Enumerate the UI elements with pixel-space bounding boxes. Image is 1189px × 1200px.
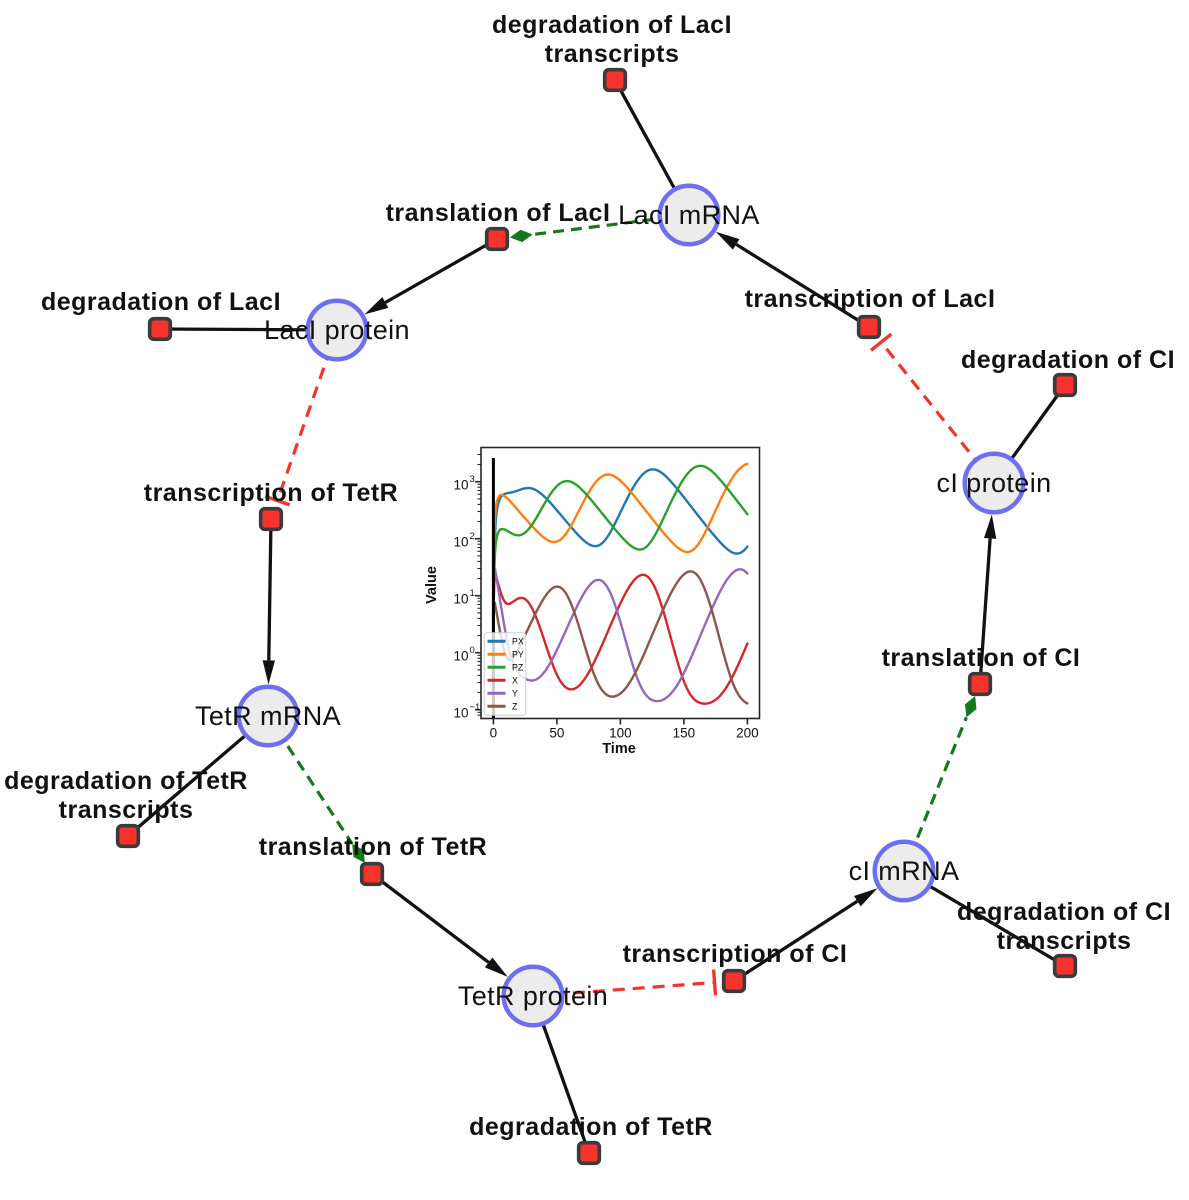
svg-text:0: 0	[490, 725, 498, 740]
svg-text:LacI protein: LacI protein	[264, 315, 410, 345]
svg-text:transcripts: transcripts	[997, 927, 1132, 955]
svg-text:PY: PY	[512, 649, 524, 659]
svg-text:10: 10	[453, 592, 468, 607]
svg-text:Value: Value	[424, 566, 440, 604]
svg-text:150: 150	[673, 725, 696, 740]
svg-text:1: 1	[470, 588, 475, 599]
svg-text:100: 100	[609, 725, 632, 740]
svg-text:Z: Z	[512, 701, 518, 711]
svg-text:degradation of LacI: degradation of LacI	[41, 288, 281, 316]
svg-text:Y: Y	[512, 688, 518, 698]
svg-text:2: 2	[470, 531, 475, 542]
svg-text:PX: PX	[512, 636, 524, 646]
svg-text:10: 10	[453, 649, 468, 664]
svg-text:transcription of LacI: transcription of LacI	[745, 285, 996, 313]
svg-text:translation of LacI: translation of LacI	[386, 199, 611, 227]
svg-text:10: 10	[453, 478, 468, 493]
svg-text:transcripts: transcripts	[545, 40, 680, 68]
svg-text:transcripts: transcripts	[59, 796, 194, 824]
svg-text:transcription of CI: transcription of CI	[623, 940, 848, 968]
svg-text:degradation of CI: degradation of CI	[957, 898, 1171, 926]
svg-text:−1: −1	[470, 702, 481, 713]
svg-text:cI protein: cI protein	[936, 468, 1051, 498]
svg-text:translation of TetR: translation of TetR	[259, 833, 487, 861]
svg-text:10: 10	[453, 706, 468, 721]
svg-text:transcription of TetR: transcription of TetR	[144, 479, 398, 507]
svg-text:cI mRNA: cI mRNA	[849, 856, 960, 886]
svg-text:PZ: PZ	[512, 662, 524, 672]
svg-text:translation of CI: translation of CI	[882, 644, 1081, 672]
svg-text:degradation of TetR: degradation of TetR	[4, 767, 248, 795]
svg-text:TetR protein: TetR protein	[458, 981, 608, 1011]
svg-text:X: X	[512, 675, 518, 685]
svg-text:degradation of TetR: degradation of TetR	[469, 1113, 713, 1141]
svg-text:10: 10	[453, 535, 468, 550]
svg-text:degradation of LacI: degradation of LacI	[492, 11, 732, 39]
svg-text:200: 200	[736, 725, 759, 740]
svg-text:TetR mRNA: TetR mRNA	[195, 701, 341, 731]
svg-text:degradation of CI: degradation of CI	[961, 346, 1175, 374]
svg-text:3: 3	[470, 474, 475, 485]
svg-text:0: 0	[470, 645, 475, 656]
svg-text:50: 50	[549, 725, 564, 740]
svg-text:Time: Time	[602, 741, 636, 757]
svg-text:LacI mRNA: LacI mRNA	[618, 200, 760, 230]
